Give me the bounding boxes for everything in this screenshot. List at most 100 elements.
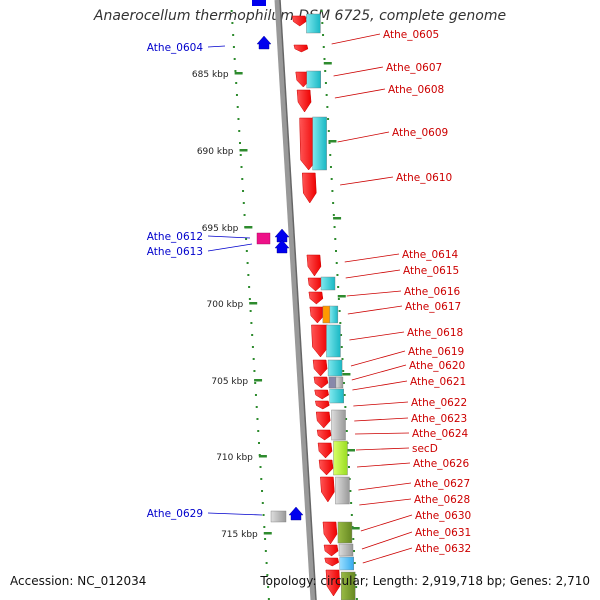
dotted-guide-right bbox=[353, 550, 355, 552]
dotted-guide-right bbox=[348, 478, 351, 480]
label-leader-line bbox=[340, 176, 394, 186]
dotted-guide-right bbox=[331, 190, 334, 192]
dotted-guide-right bbox=[347, 454, 350, 456]
scale-tick-mark bbox=[234, 72, 243, 75]
cds-arrow-reverse bbox=[274, 228, 290, 243]
label-leader-line bbox=[337, 131, 390, 143]
dotted-guide-left bbox=[262, 514, 265, 516]
dotted-guide-right bbox=[343, 394, 346, 396]
gene-label-right: Athe_0617 bbox=[405, 301, 461, 313]
dotted-guide-right bbox=[323, 58, 326, 60]
dotted-guide-left bbox=[240, 166, 243, 168]
domain-box-lightblue bbox=[339, 556, 355, 571]
cds-arrow-forward bbox=[313, 376, 329, 389]
gene-label-right: Athe_0631 bbox=[415, 527, 471, 539]
gene-label-left: Athe_0613 bbox=[147, 246, 203, 258]
gene-label-right: Athe_0620 bbox=[409, 360, 465, 372]
dotted-guide-left bbox=[254, 394, 257, 396]
domain-box-cyan bbox=[312, 116, 327, 171]
label-leader-line bbox=[352, 380, 408, 391]
domain-box-grey bbox=[335, 476, 350, 505]
cds-arrow-forward bbox=[307, 277, 323, 292]
domain-box-slate bbox=[328, 376, 337, 389]
domain-box-cyan bbox=[306, 70, 321, 89]
dotted-guide-left bbox=[245, 238, 248, 240]
domain-box-orange bbox=[322, 305, 331, 324]
dotted-guide-left bbox=[242, 202, 245, 204]
guide-tick-mark bbox=[347, 449, 355, 452]
dotted-guide-right bbox=[322, 34, 325, 36]
dotted-guide-right bbox=[339, 322, 342, 324]
cds-arrow-reverse bbox=[256, 35, 272, 50]
dotted-guide-right bbox=[325, 94, 328, 96]
label-leader-line bbox=[333, 66, 384, 77]
gene-label-right: Athe_0609 bbox=[392, 127, 448, 139]
dotted-guide-left bbox=[242, 190, 245, 192]
dotted-guide-right bbox=[355, 598, 358, 600]
dotted-guide-left bbox=[239, 154, 242, 156]
dotted-guide-right bbox=[340, 346, 343, 348]
dotted-guide-left bbox=[265, 562, 268, 564]
gene-label-right: Athe_0614 bbox=[402, 249, 459, 261]
domain-box-grey bbox=[338, 543, 354, 557]
dotted-guide-left bbox=[256, 418, 259, 420]
scale-tick-mark bbox=[263, 532, 272, 535]
dotted-guide-right bbox=[341, 358, 344, 360]
dotted-guide-right bbox=[326, 106, 329, 108]
gene-label-right: Athe_0605 bbox=[383, 29, 439, 41]
dotted-guide-left bbox=[245, 250, 248, 252]
label-leader-line bbox=[360, 514, 413, 532]
dotted-guide-right bbox=[342, 382, 345, 384]
scale-tick-mark bbox=[239, 149, 248, 152]
gene-label-right: Athe_0615 bbox=[403, 265, 459, 277]
guide-tick-mark bbox=[337, 295, 346, 298]
gene-label-left: Athe_0604 bbox=[147, 42, 204, 54]
gene-label-left: Athe_0629 bbox=[147, 508, 203, 520]
dotted-guide-left bbox=[246, 262, 249, 264]
dotted-guide-right bbox=[332, 214, 335, 216]
dotted-guide-left bbox=[247, 274, 250, 276]
cds-arrow-forward bbox=[296, 89, 312, 113]
cds-arrow-forward bbox=[314, 400, 330, 410]
dotted-guide-right bbox=[355, 586, 358, 588]
dotted-guide-right bbox=[330, 178, 333, 180]
scale-tick-label: 715 kbp bbox=[221, 530, 258, 540]
dotted-guide-right bbox=[321, 22, 324, 24]
label-leader-line bbox=[353, 401, 409, 407]
dotted-guide-right bbox=[350, 502, 353, 504]
scale-tick-mark bbox=[249, 302, 258, 305]
gene-label-right: Athe_0628 bbox=[414, 494, 470, 506]
dotted-guide-right bbox=[337, 286, 340, 288]
gene-label-right: Athe_0616 bbox=[404, 286, 461, 298]
cds-arrow-forward bbox=[291, 15, 307, 27]
genome-backbone bbox=[274, 0, 316, 600]
cds-arrow-forward bbox=[322, 521, 338, 545]
cds-arrow-forward bbox=[324, 557, 340, 567]
label-leader-line bbox=[207, 512, 263, 516]
dotted-guide-right bbox=[324, 70, 327, 72]
dotted-guide-left bbox=[232, 46, 235, 48]
gene-label-right: Athe_0618 bbox=[407, 327, 463, 339]
dotted-guide-left bbox=[248, 286, 251, 288]
domain-box-cyan bbox=[320, 276, 336, 291]
dotted-guide-left bbox=[248, 298, 251, 300]
dotted-guide-left bbox=[257, 442, 260, 444]
scale-tick-mark bbox=[244, 226, 253, 229]
dotted-guide-right bbox=[349, 490, 352, 492]
dotted-guide-left bbox=[232, 34, 235, 36]
dotted-guide-left bbox=[236, 106, 239, 108]
cds-arrow-reverse bbox=[288, 506, 304, 521]
gene-label-right: Athe_0632 bbox=[415, 543, 471, 555]
scale-tick-label: 685 kbp bbox=[192, 70, 229, 80]
cds-arrow-forward bbox=[315, 411, 331, 429]
gene-label-right: Athe_0622 bbox=[411, 397, 467, 409]
dotted-guide-right bbox=[327, 118, 330, 120]
label-leader-line bbox=[361, 531, 413, 550]
cds-arrow-forward bbox=[312, 359, 328, 377]
domain-box-olive bbox=[337, 521, 353, 544]
gene-label-right: Athe_0626 bbox=[413, 458, 470, 470]
domain-box-magenta bbox=[256, 232, 271, 245]
genome-backbone-edge bbox=[279, 0, 317, 600]
cds-arrow-forward bbox=[308, 291, 324, 305]
dotted-guide-left bbox=[254, 382, 257, 384]
